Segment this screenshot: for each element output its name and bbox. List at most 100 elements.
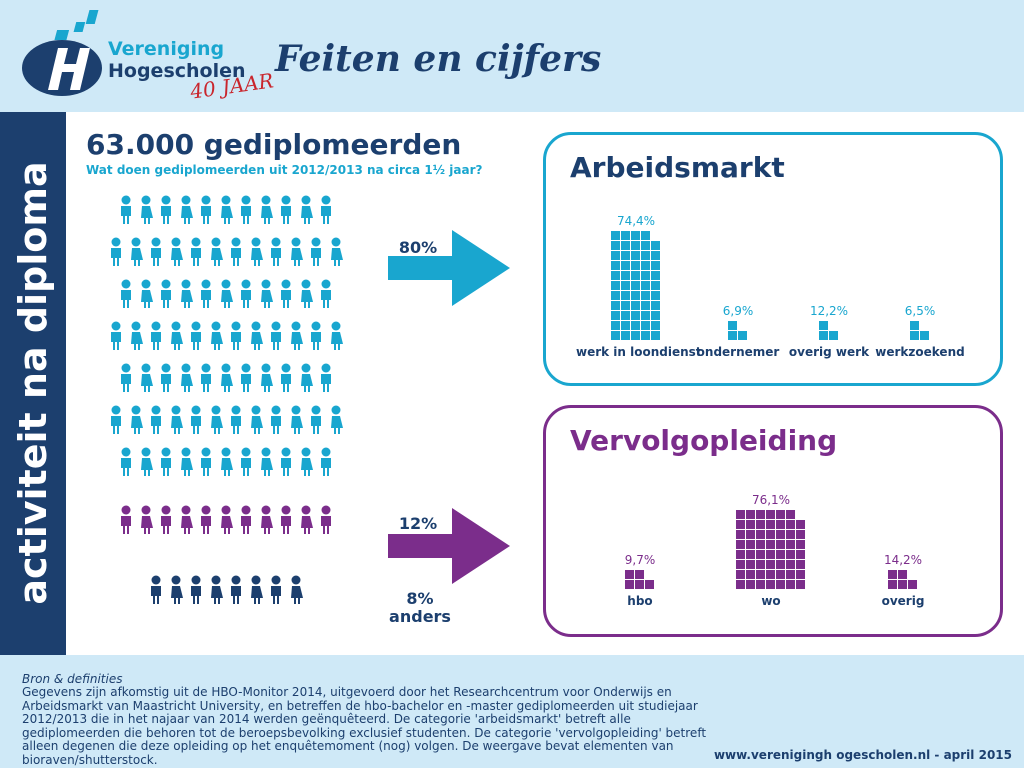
person-icon (281, 195, 291, 224)
arrow-top-percentage: 80% (398, 238, 438, 257)
person-icon (111, 405, 121, 434)
person-icon (141, 447, 153, 476)
person-icon (141, 195, 153, 224)
person-icon (121, 505, 131, 534)
person-icon (161, 195, 171, 224)
page-title: Feiten en cijfers (275, 38, 602, 80)
person-icon (151, 237, 161, 266)
person-icon (281, 363, 291, 392)
person-icon (141, 279, 153, 308)
person-icon (211, 575, 223, 604)
bar (611, 231, 660, 340)
person-icon (301, 447, 313, 476)
person-icon (291, 237, 303, 266)
person-icon (241, 195, 251, 224)
person-icon (111, 321, 121, 350)
person-icon (321, 195, 331, 224)
person-icon (201, 195, 211, 224)
person-icon (311, 321, 321, 350)
person-icon (141, 505, 153, 534)
logo-icon (22, 10, 102, 96)
person-icon (211, 405, 223, 434)
footer (0, 655, 1024, 768)
arrow-bottom-percentage: 12% (398, 514, 438, 533)
person-icon (221, 195, 233, 224)
bar-value-label: 6,5% (904, 304, 936, 318)
person-icon (241, 447, 251, 476)
person-icon (221, 505, 233, 534)
person-icon (241, 363, 251, 392)
person-icon (321, 447, 331, 476)
other-percentage: 8% (406, 589, 434, 608)
person-icon (321, 505, 331, 534)
person-icon (331, 321, 343, 350)
person-icon (201, 363, 211, 392)
person-icon (261, 195, 273, 224)
person-icon (171, 237, 183, 266)
person-icon (291, 575, 303, 604)
person-icon (261, 447, 273, 476)
person-icon (241, 279, 251, 308)
bar-value-label: 14,2% (883, 553, 923, 567)
person-icon (151, 575, 161, 604)
person-icon (331, 405, 343, 434)
person-icon (191, 321, 201, 350)
person-icon (171, 321, 183, 350)
person-icon (161, 279, 171, 308)
person-icon (261, 363, 273, 392)
person-icon (221, 447, 233, 476)
person-icon (131, 405, 143, 434)
person-icon (191, 575, 201, 604)
person-icon (291, 405, 303, 434)
person-icon (291, 321, 303, 350)
bar (625, 570, 654, 589)
person-icon (251, 575, 263, 604)
sidebar-label: activiteit na diploma (11, 161, 55, 605)
person-icon (121, 279, 131, 308)
person-icon (321, 279, 331, 308)
arrow-right-icon (388, 230, 510, 306)
person-icon (251, 237, 263, 266)
person-icon (271, 321, 281, 350)
arrow-right-icon (388, 508, 510, 584)
bar-value-label: 74,4% (616, 214, 656, 228)
person-icon (161, 505, 171, 534)
person-icon (231, 405, 241, 434)
person-icon (311, 405, 321, 434)
vervolgopleiding-title: Vervolgopleiding (570, 424, 838, 457)
person-icon (271, 237, 281, 266)
person-icon (261, 505, 273, 534)
source-text: Gegevens zijn afkomstig uit de HBO-Monit… (22, 685, 707, 767)
person-icon (121, 195, 131, 224)
person-icon (301, 279, 313, 308)
person-icon (281, 505, 291, 534)
bar (728, 321, 747, 340)
person-icon (131, 321, 143, 350)
person-icon (321, 363, 331, 392)
bar-value-label: 9,7% (624, 553, 656, 567)
bar-category-label: overig werk (788, 345, 870, 359)
person-icon (231, 321, 241, 350)
bar (910, 321, 929, 340)
person-icon (231, 575, 241, 604)
person-icon (171, 575, 183, 604)
person-icon (201, 447, 211, 476)
person-icon (161, 447, 171, 476)
person-icon (121, 363, 131, 392)
source-title: Bron & definities (22, 672, 123, 686)
person-icon (161, 363, 171, 392)
person-icon (191, 405, 201, 434)
bar (819, 321, 838, 340)
source-url: www.verenigingh ogescholen.nl - april 20… (713, 748, 1012, 762)
person-icon (211, 237, 223, 266)
bar-value-label: 6,9% (722, 304, 754, 318)
bar-value-label: 12,2% (809, 304, 849, 318)
person-icon (151, 405, 161, 434)
header (0, 0, 1024, 112)
person-icon (221, 363, 233, 392)
person-icon (201, 505, 211, 534)
logo-text-line1: Vereniging (108, 38, 225, 60)
logo-text-line2: Hogescholen (108, 60, 246, 82)
main-title: 63.000 gediplomeerden (86, 128, 462, 161)
person-icon (201, 279, 211, 308)
